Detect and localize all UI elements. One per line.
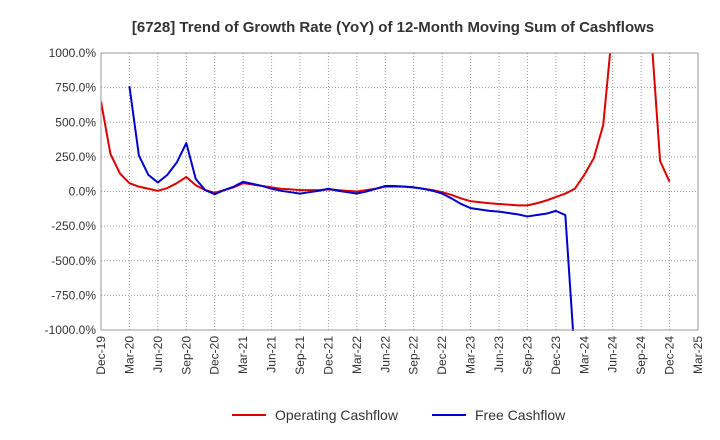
series-lines [101, 53, 671, 331]
x-tick-label: Sep-24 [634, 336, 648, 375]
x-tick-label: Dec-20 [208, 336, 222, 375]
x-tick-label: Mar-25 [691, 336, 705, 374]
x-tick-label: Jun-20 [151, 336, 165, 373]
legend-label: Operating Cashflow [275, 407, 399, 423]
x-tick-label: Jun-21 [265, 336, 279, 373]
x-tick-label: Dec-24 [663, 336, 677, 375]
grid [101, 53, 698, 330]
x-tick-label: Jun-22 [378, 336, 392, 373]
y-tick-label: -1000.0% [45, 323, 97, 337]
legend-label: Free Cashflow [475, 407, 566, 423]
x-tick-label: Sep-21 [293, 336, 307, 375]
series-line-free-cashflow [128, 86, 575, 331]
x-tick-label: Jun-23 [492, 336, 506, 373]
x-tick-label: Sep-20 [179, 336, 193, 375]
y-axis: 1000.0% 750.0% 500.0% 250.0% 0.0% -250.0% -500… [45, 46, 97, 337]
y-tick-label: -250.0% [51, 219, 96, 233]
chart-title: [6728] Trend of Growth Rate (YoY) of 12-… [132, 19, 654, 36]
x-tick-label: Mar-22 [350, 336, 364, 374]
x-axis: Dec-19 Mar-20 Jun-20 Sep-20 Dec-20 Mar-21 Jun-… [94, 336, 705, 375]
x-tick-label: Dec-23 [549, 336, 563, 375]
x-tick-label: Jun-24 [606, 336, 620, 373]
x-tick-label: Dec-19 [94, 336, 108, 375]
x-tick-label: Sep-22 [407, 336, 421, 375]
y-tick-label: 1000.0% [49, 46, 97, 60]
legend: Operating Cashflow Free Cashflow [232, 407, 566, 423]
y-tick-label: 750.0% [55, 81, 96, 95]
y-tick-label: 250.0% [55, 150, 96, 164]
x-tick-label: Mar-21 [236, 336, 250, 374]
y-tick-label: 500.0% [55, 115, 96, 129]
x-tick-label: Mar-20 [122, 336, 136, 374]
y-tick-label: 0.0% [69, 185, 97, 199]
x-tick-label: Dec-22 [435, 336, 449, 375]
x-tick-label: Mar-23 [464, 336, 478, 374]
x-tick-label: Dec-21 [321, 336, 335, 375]
plot-frame [100, 52, 699, 331]
x-tick-label: Mar-24 [577, 336, 591, 374]
y-tick-label: -500.0% [51, 254, 96, 268]
x-tick-label: Sep-23 [520, 336, 534, 375]
y-tick-label: -750.0% [51, 288, 96, 302]
series-line-operating-cashflow [101, 53, 671, 207]
